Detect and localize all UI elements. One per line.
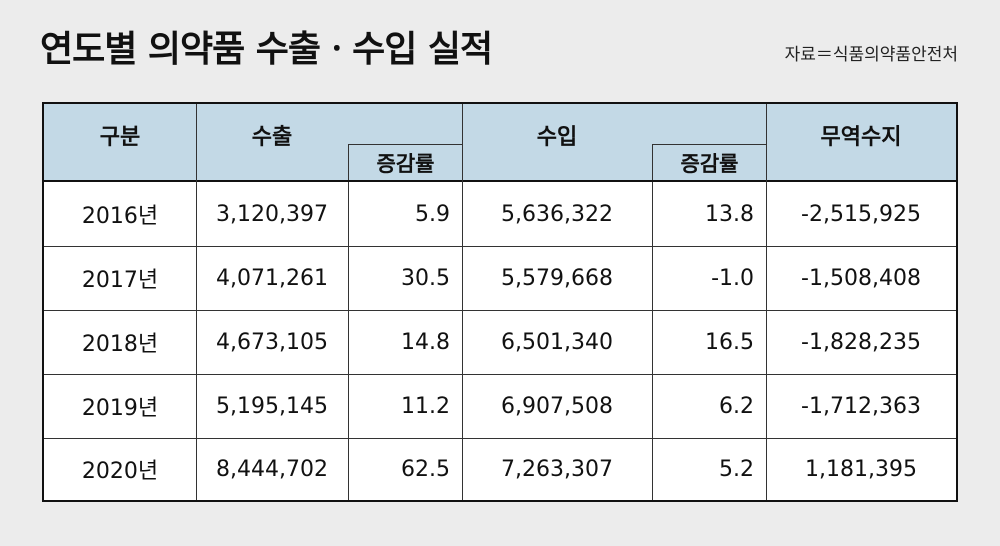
cell-balance: -2,515,925 [801, 201, 921, 227]
header-import: 수입 [536, 125, 578, 150]
row-divider [44, 374, 956, 375]
cell-balance: -1,828,235 [801, 329, 921, 355]
cell-import-growth: 5.2 [719, 456, 754, 482]
header-export: 수출 [251, 125, 293, 150]
col-divider [196, 104, 197, 500]
cell-export-growth: 30.5 [401, 265, 450, 291]
cell-balance: -1,712,363 [801, 393, 921, 419]
cell-year: 2018년 [81, 332, 159, 357]
col-divider [652, 182, 653, 500]
header-export-growth: 증감률 [348, 144, 462, 180]
cell-import: 5,636,322 [501, 201, 613, 227]
cell-export: 3,120,397 [216, 201, 328, 227]
cell-export-growth: 62.5 [401, 456, 450, 482]
header-category: 구분 [99, 125, 141, 150]
cell-import-growth: 6.2 [719, 393, 754, 419]
cell-export-growth: 11.2 [401, 393, 450, 419]
cell-import: 6,501,340 [501, 329, 613, 355]
col-divider [462, 104, 463, 500]
table-header: 구분 수출 증감률 수입 증감률 무역수지 [44, 104, 956, 182]
col-divider [348, 182, 349, 500]
cell-export: 5,195,145 [216, 393, 328, 419]
cell-year: 2019년 [81, 396, 159, 421]
cell-year: 2016년 [81, 204, 159, 229]
cell-export: 4,071,261 [216, 265, 328, 291]
cell-export-growth: 5.9 [415, 201, 450, 227]
cell-import-growth: 16.5 [705, 329, 754, 355]
col-divider [766, 104, 767, 500]
source-label: 자료＝식품의약품안전처 [784, 45, 958, 65]
cell-export: 4,673,105 [216, 329, 328, 355]
header-import-growth: 증감률 [652, 144, 766, 180]
cell-import: 6,907,508 [501, 393, 613, 419]
row-divider [44, 438, 956, 439]
cell-balance: -1,508,408 [801, 265, 921, 291]
trade-table: 구분 수출 증감률 수입 증감률 무역수지 2016년 3,120,397 5.… [42, 102, 958, 502]
cell-import: 7,263,307 [501, 456, 613, 482]
cell-import-growth: 13.8 [705, 201, 754, 227]
page-title: 연도별 의약품 수출ㆍ수입 실적 [40, 29, 493, 70]
header-balance: 무역수지 [820, 125, 902, 150]
cell-balance: 1,181,395 [805, 456, 917, 482]
cell-year: 2020년 [81, 459, 159, 484]
cell-import-growth: -1.0 [711, 265, 754, 291]
cell-import: 5,579,668 [501, 265, 613, 291]
cell-export: 8,444,702 [216, 456, 328, 482]
cell-export-growth: 14.8 [401, 329, 450, 355]
row-divider [44, 246, 956, 247]
cell-year: 2017년 [81, 268, 159, 293]
row-divider [44, 310, 956, 311]
